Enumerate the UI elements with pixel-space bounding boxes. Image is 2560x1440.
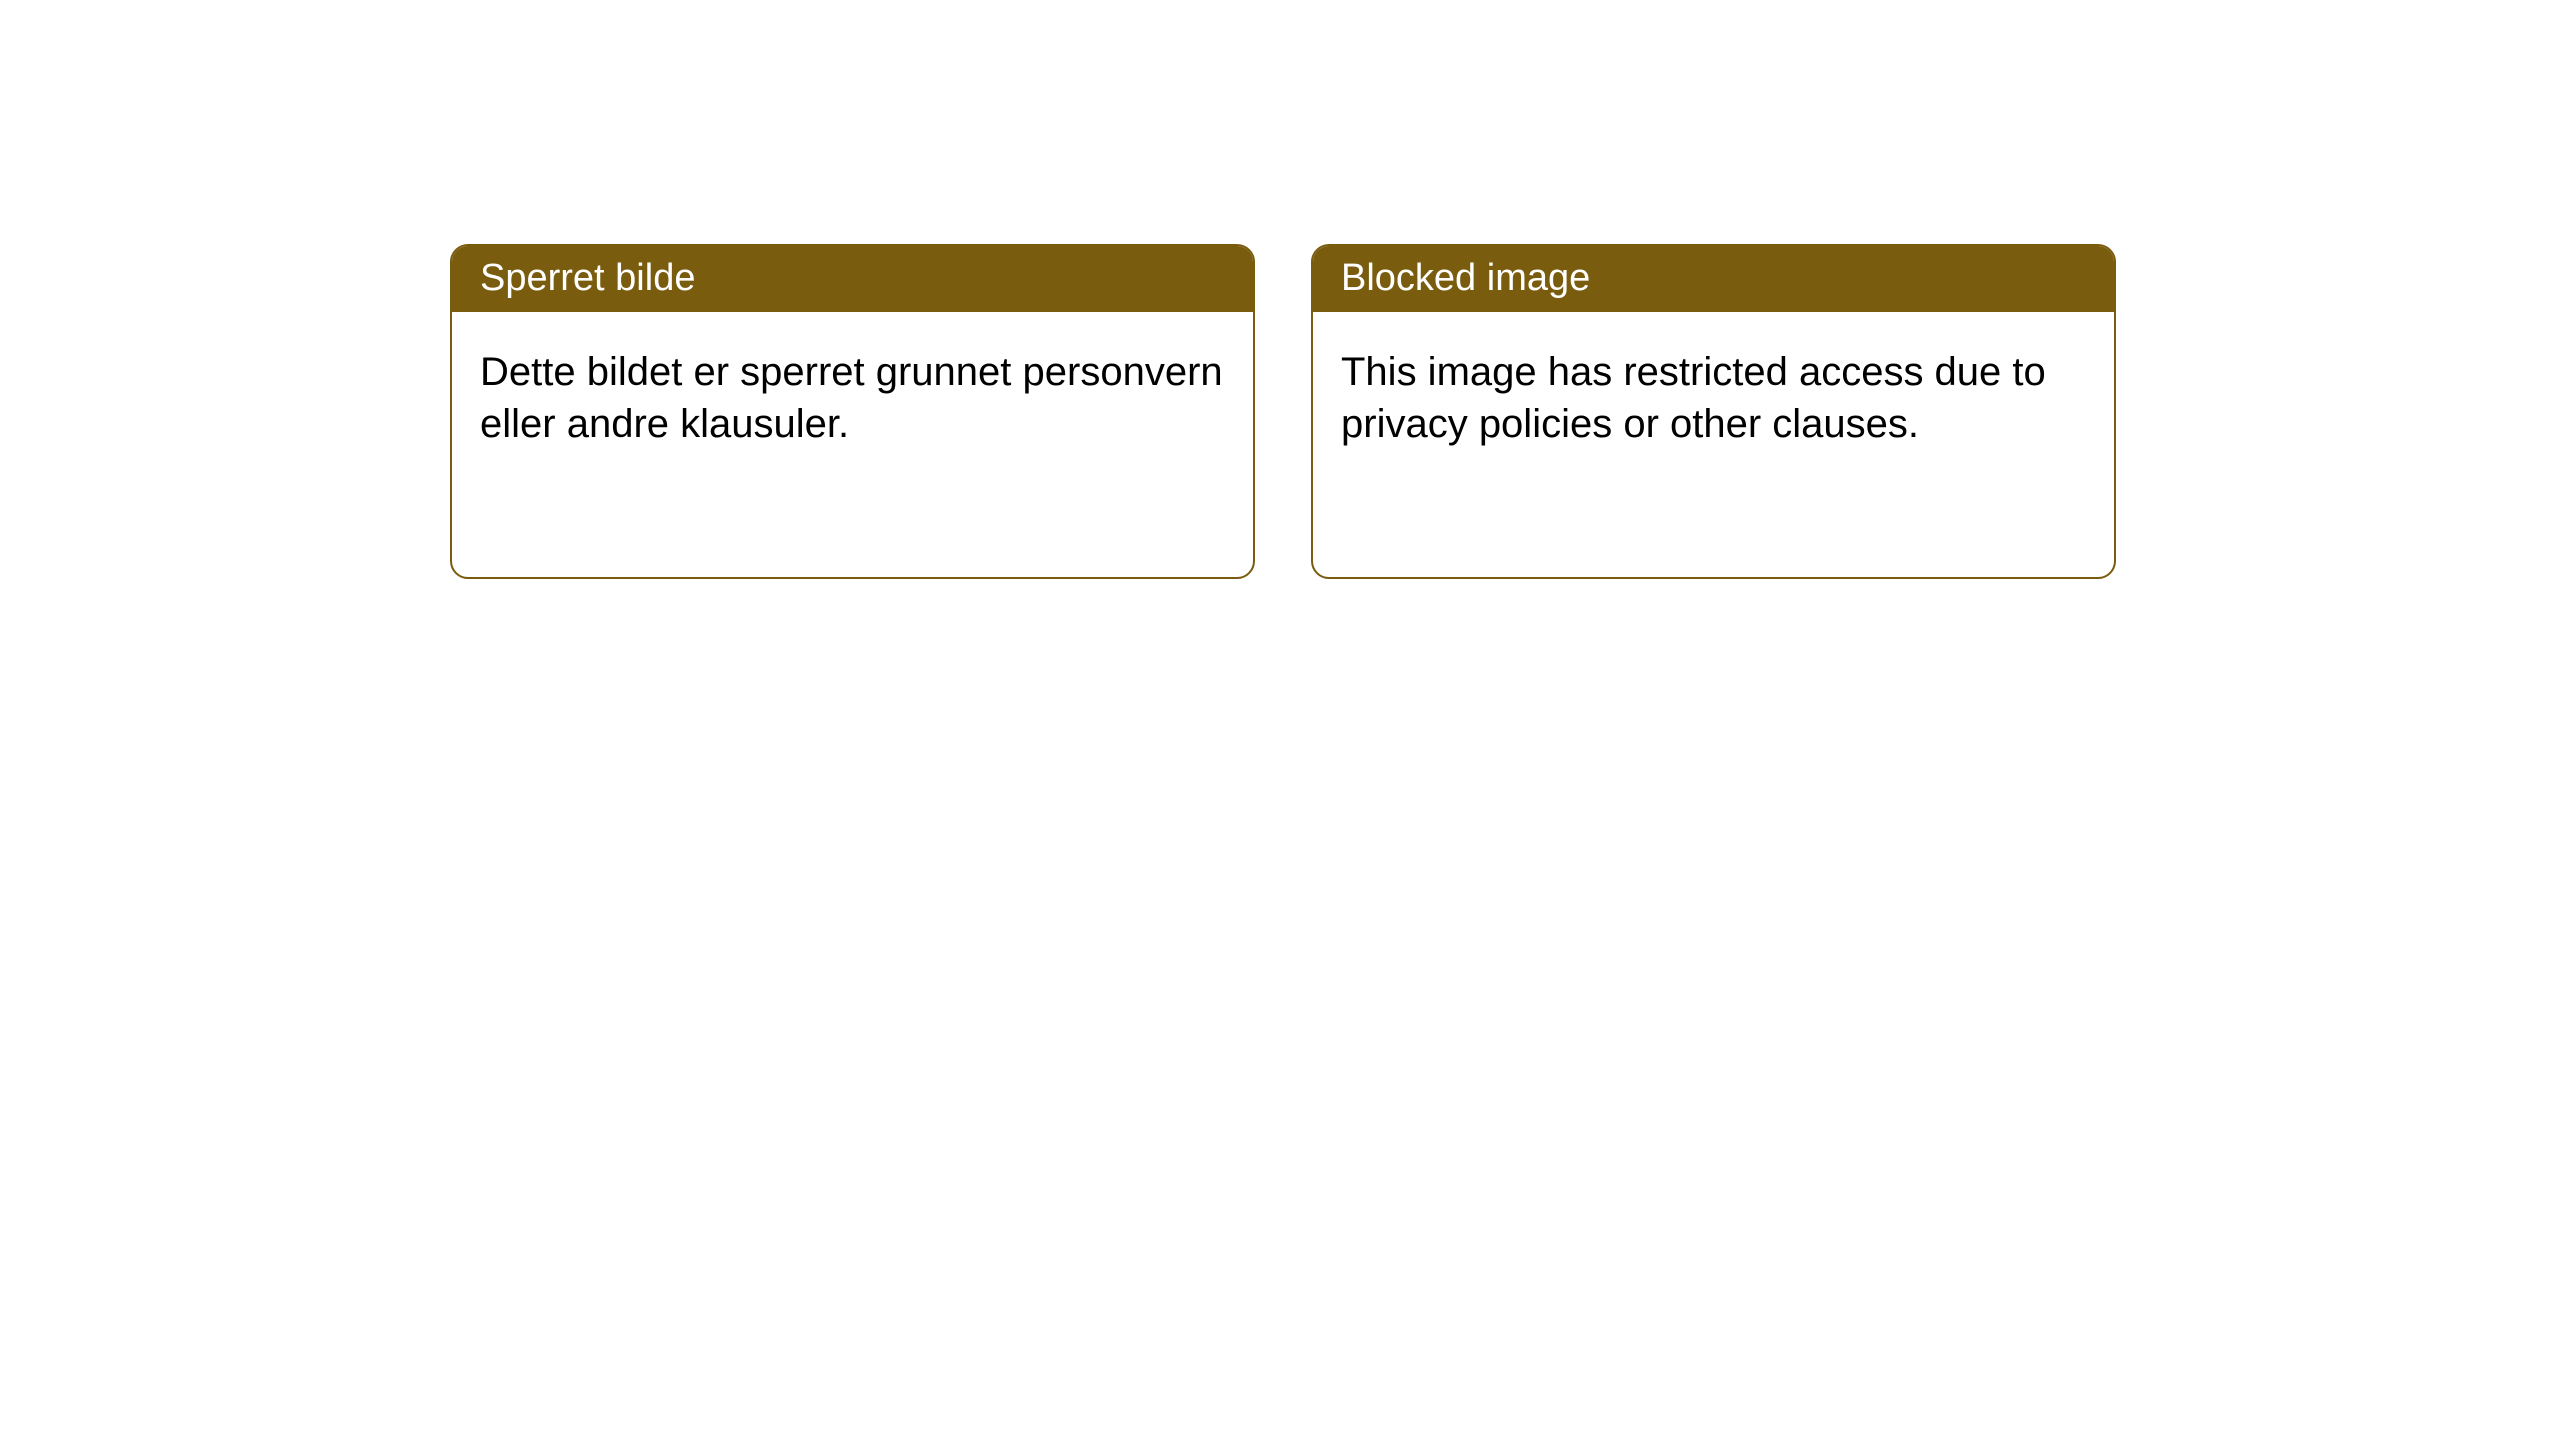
card-body-norwegian: Dette bildet er sperret grunnet personve… xyxy=(452,312,1253,484)
blocked-image-card-english: Blocked image This image has restricted … xyxy=(1311,244,2116,579)
card-message-english: This image has restricted access due to … xyxy=(1341,350,2046,446)
card-title-english: Blocked image xyxy=(1341,257,1590,299)
blocked-image-card-norwegian: Sperret bilde Dette bildet er sperret gr… xyxy=(450,244,1255,579)
notice-container: Sperret bilde Dette bildet er sperret gr… xyxy=(450,244,2116,579)
card-message-norwegian: Dette bildet er sperret grunnet personve… xyxy=(480,350,1223,446)
card-header-english: Blocked image xyxy=(1313,246,2114,312)
card-header-norwegian: Sperret bilde xyxy=(452,246,1253,312)
card-title-norwegian: Sperret bilde xyxy=(480,257,695,299)
card-body-english: This image has restricted access due to … xyxy=(1313,312,2114,484)
